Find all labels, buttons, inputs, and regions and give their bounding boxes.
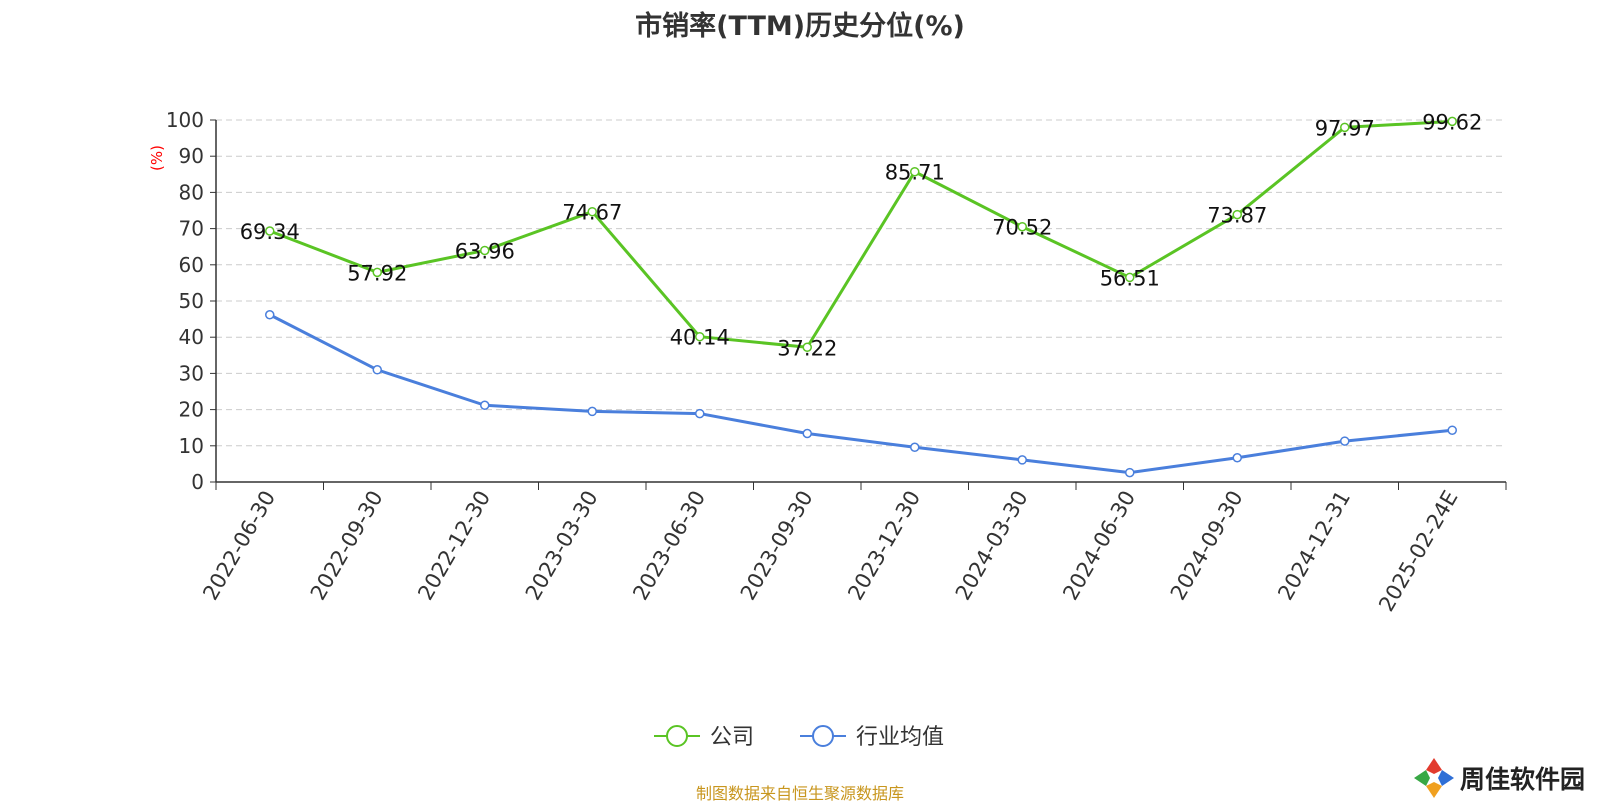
data-label: 40.14 <box>670 326 730 350</box>
axes: 0 10 20 30 40 50 60 70 80 90 100(%) 2022-06-30 2022-… <box>148 108 1507 616</box>
data-label: 69.34 <box>240 220 300 244</box>
y-tick-label: 20 <box>179 398 204 422</box>
data-point <box>1017 221 1027 232</box>
y-tick-label: 0 <box>191 470 204 494</box>
x-tick-label: 2023-06-30 <box>628 487 710 605</box>
data-label: 37.22 <box>777 336 837 360</box>
y-tick-label: 100 <box>166 108 204 132</box>
x-tick-label: 2024-06-30 <box>1058 487 1140 605</box>
data-point <box>372 267 382 278</box>
data-point <box>1232 452 1242 463</box>
chart-title: 市销率(TTM)历史分位(%) <box>635 11 965 42</box>
data-point <box>480 400 490 411</box>
grid-lines <box>216 119 1506 447</box>
data-point <box>910 166 920 177</box>
y-tick-label: 90 <box>179 144 204 168</box>
data-label: 63.96 <box>455 239 515 263</box>
data-point <box>372 365 382 375</box>
data-point <box>1447 116 1457 127</box>
data-point <box>802 428 812 439</box>
source-note: 制图数据来自恒生聚源数据库 <box>695 784 904 803</box>
x-tick-label: 2025-02-24E <box>1374 487 1462 616</box>
data-label: 97.97 <box>1315 116 1375 140</box>
y-axis-label: (%) <box>148 145 166 171</box>
data-label: 57.92 <box>347 261 407 285</box>
y-tick-label: 60 <box>179 253 204 277</box>
x-tick-label: 2022-12-30 <box>413 487 495 605</box>
data-point <box>1340 436 1350 446</box>
data-point <box>265 310 275 320</box>
legend-label: 行业均值 <box>856 725 944 750</box>
x-tick-label: 2024-03-30 <box>951 487 1033 605</box>
x-tick-label: 2024-12-31 <box>1273 487 1355 605</box>
data-label: 74.67 <box>562 201 622 225</box>
data-point <box>910 442 920 452</box>
data-point <box>1447 425 1457 435</box>
data-point <box>1017 455 1027 465</box>
y-tick-label: 50 <box>179 289 204 313</box>
logo: 周佳软件园 <box>1412 756 1600 800</box>
y-tick-label: 10 <box>179 434 204 458</box>
y-tick-label: 40 <box>179 325 204 349</box>
y-tick-label: 80 <box>179 180 204 204</box>
data-label: 85.71 <box>885 161 945 185</box>
legend-marker <box>812 725 834 747</box>
data-labels: 69.34 57.92 63.96 74.67 40.14 37.22 85.71 70.52… <box>240 110 1483 360</box>
x-tick-label: 2024-09-30 <box>1166 487 1248 605</box>
series-line <box>269 313 1453 475</box>
data-label: 56.51 <box>1100 266 1160 290</box>
data-label: 99.62 <box>1422 110 1482 134</box>
data-point <box>480 245 490 256</box>
y-tick-label: 30 <box>179 361 204 385</box>
data-label: 73.87 <box>1207 204 1267 228</box>
x-tick-label: 2022-09-30 <box>306 487 388 605</box>
x-tick-label: 2023-09-30 <box>736 487 818 605</box>
data-point <box>587 206 597 217</box>
legend: 公司 行业均值 <box>654 725 944 750</box>
data-point <box>1232 209 1242 220</box>
data-point <box>802 342 812 353</box>
data-label: 70.52 <box>992 216 1052 240</box>
x-tick-label: 2022-06-30 <box>198 487 280 605</box>
data-point <box>1125 467 1135 478</box>
data-point <box>1125 272 1135 283</box>
data-point <box>587 406 597 417</box>
y-tick-label: 70 <box>179 217 204 241</box>
data-point <box>265 226 275 236</box>
x-tick-label: 2023-12-30 <box>843 487 925 605</box>
logo-pinwheel-icon <box>1414 758 1454 798</box>
data-point <box>1340 122 1350 133</box>
logo-text: 周佳软件园 <box>1460 765 1586 794</box>
legend-marker <box>666 725 688 747</box>
x-tick-label: 2023-03-30 <box>521 487 603 605</box>
series-line <box>269 119 1453 349</box>
legend-label: 公司 <box>710 725 754 750</box>
data-point <box>695 408 705 419</box>
series-lines <box>265 116 1457 478</box>
data-point <box>695 331 705 342</box>
